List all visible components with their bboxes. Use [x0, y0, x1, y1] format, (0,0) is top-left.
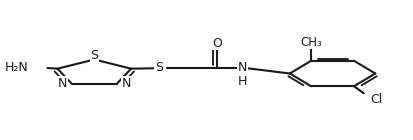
Text: Cl: Cl [369, 93, 381, 106]
Text: S: S [90, 49, 98, 62]
Text: O: O [212, 37, 222, 50]
Text: CH₃: CH₃ [299, 36, 321, 49]
Text: H₂N: H₂N [5, 61, 28, 74]
Text: N: N [58, 77, 67, 90]
Text: N: N [121, 77, 131, 90]
Text: S: S [154, 61, 162, 74]
Text: N: N [237, 61, 247, 74]
Text: H: H [237, 75, 247, 88]
